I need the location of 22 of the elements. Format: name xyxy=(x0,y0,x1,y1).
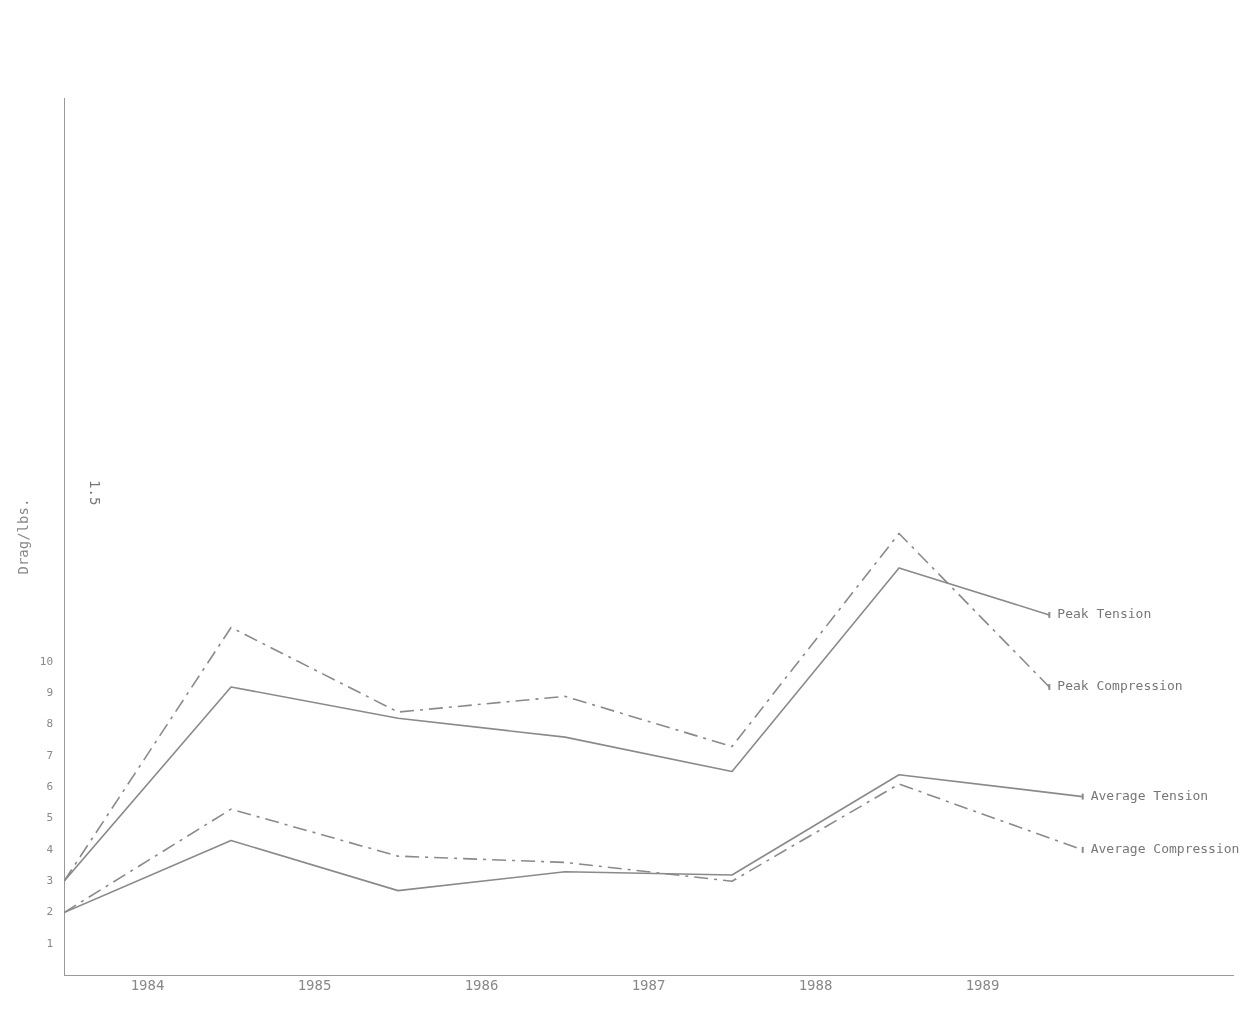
x-tick-label: 1988 xyxy=(798,977,833,994)
series-label: Peak Compression xyxy=(1057,678,1183,694)
y-tick-label: 1 xyxy=(46,936,54,950)
y-tick-label: 10 xyxy=(39,654,54,668)
series-label: Average Compression xyxy=(1090,841,1240,857)
x-tick-label: 1989 xyxy=(965,977,1000,994)
series-label: Average Tension xyxy=(1090,788,1209,803)
y-axis-title: Drag/lbs. xyxy=(15,498,32,575)
annotation: 1.5 xyxy=(87,480,104,506)
series-label: Peak Tension xyxy=(1057,606,1152,622)
y-tick-label: 5 xyxy=(46,811,54,825)
y-tick-label: 6 xyxy=(46,780,54,794)
x-tick-label: 1987 xyxy=(631,977,666,994)
y-tick-label: 2 xyxy=(46,905,54,919)
y-tick-label: 7 xyxy=(46,748,54,762)
y-tick-label: 8 xyxy=(46,717,54,731)
x-tick-label: 1986 xyxy=(464,977,499,994)
x-tick-label: 1984 xyxy=(130,977,165,994)
x-tick-label: 1985 xyxy=(297,977,332,994)
y-tick-label: 9 xyxy=(46,686,54,700)
y-tick-label: 4 xyxy=(46,842,54,856)
y-tick-label: 3 xyxy=(46,874,54,888)
